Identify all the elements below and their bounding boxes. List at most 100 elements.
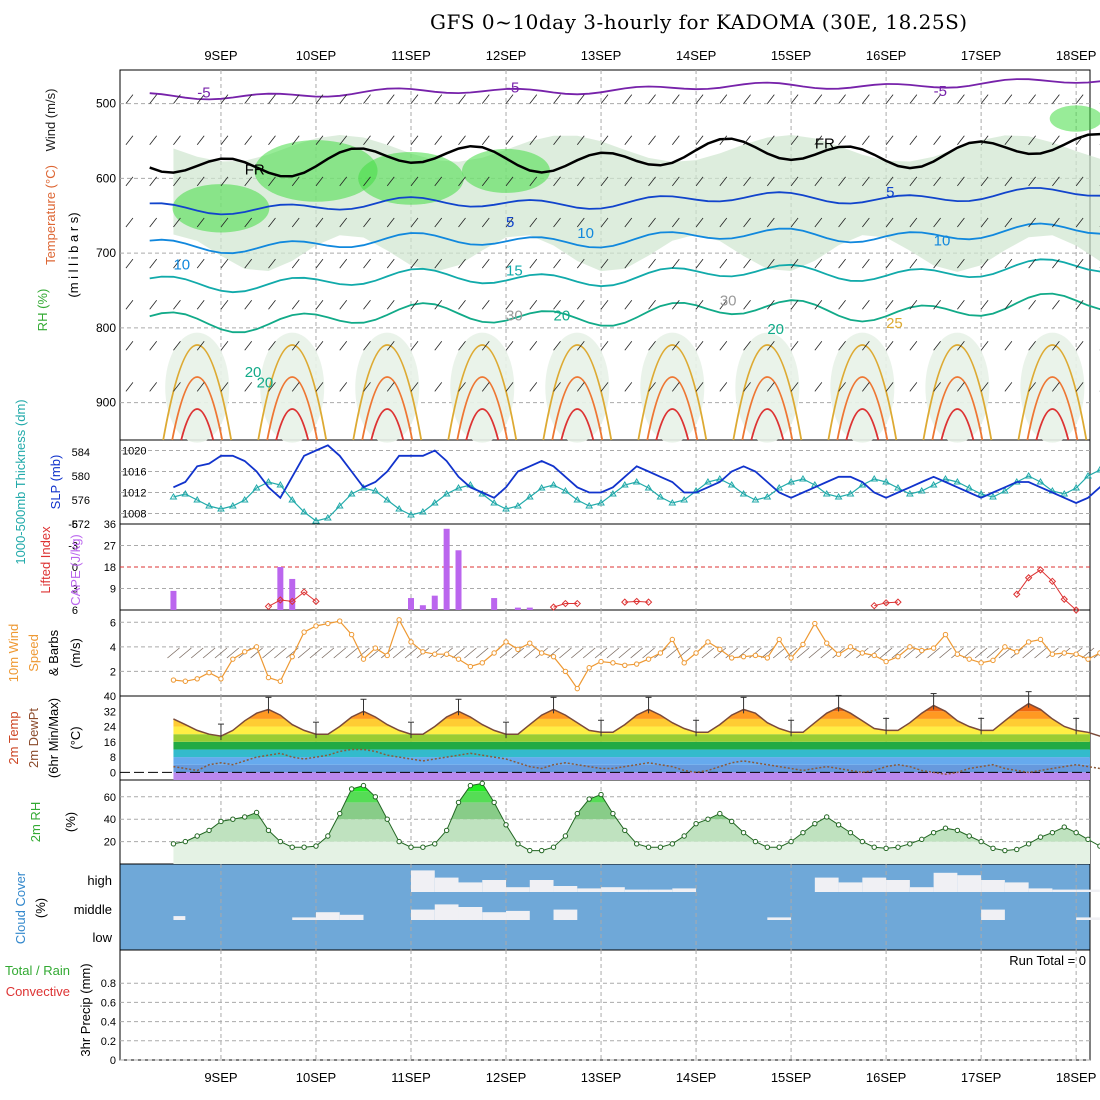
wind-barb <box>719 258 728 269</box>
wind-speed-point <box>752 652 759 659</box>
wind-barb <box>784 647 798 659</box>
temp-tick: 40 <box>104 691 116 703</box>
wind-barb <box>671 299 680 310</box>
wind-barb <box>648 217 656 228</box>
wind-barb <box>885 94 894 104</box>
wind-barb <box>998 647 1012 659</box>
rh-point <box>265 827 272 834</box>
wind-speed-point <box>491 650 497 656</box>
warm-arch-contour <box>931 376 984 441</box>
ylabel-wind4: (m/s) <box>68 638 83 668</box>
wind-barb <box>363 341 371 351</box>
wind-barb <box>838 382 846 392</box>
wind-speed-point <box>420 649 426 655</box>
wind-barb <box>1028 217 1036 228</box>
wind-barb <box>1028 341 1036 351</box>
wind-barb <box>179 647 192 659</box>
rh-point <box>230 816 236 822</box>
wind-tick: 6 <box>110 617 116 629</box>
wind-barb <box>458 176 466 187</box>
cloud-block <box>1028 888 1053 892</box>
wind-speed-point <box>717 646 723 653</box>
wind-barb <box>1081 647 1095 659</box>
wind-barb <box>173 217 181 228</box>
date-label-bottom: 15SEP <box>771 1070 811 1085</box>
cloud-block <box>506 910 530 920</box>
cloud-block <box>601 887 625 892</box>
wind-speed-point <box>194 676 200 682</box>
wind-barb <box>814 382 823 392</box>
wind-speed-point <box>1061 650 1067 656</box>
panel-slp <box>119 439 1091 525</box>
wind-barb <box>274 647 287 659</box>
thickness-point <box>264 478 273 485</box>
lifted-index-point <box>1048 577 1057 586</box>
slp-line <box>173 444 1100 504</box>
cape-bar <box>455 550 462 610</box>
wind-barb <box>576 217 585 228</box>
wind-barb <box>600 176 609 187</box>
wind-speed-point <box>574 685 580 692</box>
contour-label: 30 <box>506 307 523 324</box>
wind-barb <box>838 176 846 187</box>
wind-speed-point <box>824 640 830 646</box>
wind-speed-point <box>954 651 961 657</box>
ylabel-wind: Wind (m/s) <box>43 89 58 152</box>
wind-barb <box>980 135 989 145</box>
cloud-block <box>173 916 186 920</box>
warm-arch-contour <box>542 344 613 441</box>
wind-barb <box>862 217 870 228</box>
wind-barb <box>529 341 538 351</box>
wind-speed-point <box>645 656 652 662</box>
thickness-point <box>680 496 689 503</box>
rh-point <box>550 844 557 850</box>
wind-barb <box>957 341 965 351</box>
contour-label: 20 <box>245 364 262 381</box>
wind-barb <box>862 341 870 351</box>
chart-title: GFS 0~10day 3-hourly for KADOMA (30E, 18… <box>430 10 968 34</box>
rh-point <box>1061 824 1067 830</box>
thickness-point <box>525 493 534 500</box>
wind-barb <box>862 299 870 310</box>
wind-barb <box>173 382 181 392</box>
wind-barb <box>363 258 371 269</box>
warm-arch-contour <box>180 408 215 441</box>
warm-arch-contour <box>827 344 898 441</box>
warm-arch-contour <box>922 344 993 441</box>
rh-low-region <box>1020 332 1085 443</box>
wind-barb <box>1052 176 1060 187</box>
cape-bar <box>289 578 296 610</box>
contour-label: -5 <box>506 79 519 96</box>
rh-point <box>1014 846 1020 853</box>
wind-speed-point <box>610 660 616 666</box>
wind-speed-point <box>467 663 474 670</box>
ylabel-precip3: 3hr Precip (mm) <box>78 963 93 1056</box>
wind-barb <box>1075 94 1084 104</box>
wind-barb <box>701 647 715 659</box>
wind-barb <box>666 647 679 659</box>
wind-barb <box>624 258 633 269</box>
wind-barb <box>244 176 253 187</box>
wind-barb <box>458 135 466 145</box>
wind-barb <box>576 135 585 145</box>
date-label-top: 15SEP <box>771 48 811 63</box>
slp-tick: 1008 <box>122 509 146 521</box>
temperature-contour <box>149 78 1100 101</box>
ylabel-temp3: (6hr Min/Max) <box>46 698 61 778</box>
wind-barb <box>481 299 490 310</box>
temperature-band <box>173 741 1090 750</box>
wind-barb <box>434 94 443 104</box>
thickness-point <box>917 487 926 494</box>
precip-tick: 0 <box>110 1055 116 1067</box>
wind-barb <box>505 217 514 228</box>
wind-speed-point <box>337 618 343 624</box>
wind-barb <box>202 647 216 659</box>
cape-bar <box>419 605 426 610</box>
wind-barb <box>1052 299 1060 310</box>
thickness-point <box>454 484 463 491</box>
contour-label: 15 <box>506 263 523 280</box>
wind-barb <box>244 217 253 228</box>
wind-barb <box>226 647 240 659</box>
wind-speed-point <box>432 651 438 657</box>
date-label-bottom: 17SEP <box>961 1070 1001 1085</box>
